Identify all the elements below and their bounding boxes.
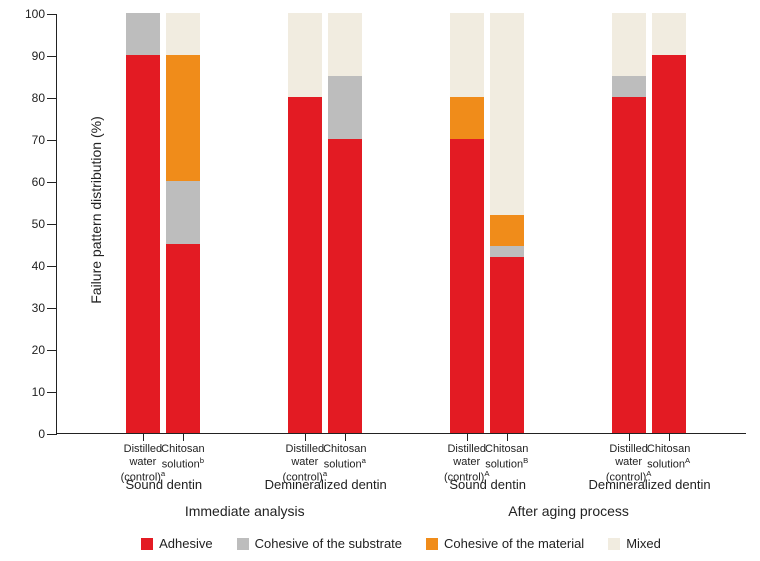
segment-cohesive_material xyxy=(490,215,524,247)
bar-label: Chitosansolutiona xyxy=(312,443,378,472)
legend-label: Adhesive xyxy=(159,536,212,551)
stacked-bar: Chitosansolutiona xyxy=(328,13,362,433)
segment-cohesive_substrate xyxy=(612,76,646,97)
legend-label: Cohesive of the substrate xyxy=(255,536,402,551)
segment-cohesive_substrate xyxy=(126,13,160,55)
segment-adhesive xyxy=(612,97,646,433)
legend: Adhesive Cohesive of the substrate Cohesiv… xyxy=(56,536,746,551)
bar-label: Chitosansolutionb xyxy=(150,443,216,472)
legend-item-mixed: Mixed xyxy=(608,536,661,551)
y-tick-label: 70 xyxy=(32,133,57,147)
x-tick xyxy=(345,433,346,441)
plot-area: 0102030405060708090100Distilled water (c… xyxy=(56,14,746,434)
x-tick xyxy=(467,433,468,441)
bar-pair: Distilled water (control)aChitosansoluti… xyxy=(126,13,200,433)
group-label: Sound dentin xyxy=(125,477,202,492)
legend-swatch xyxy=(608,538,620,550)
segment-mixed xyxy=(166,13,200,55)
y-tick-label: 30 xyxy=(32,301,57,315)
bar-label: ChitosansolutionA xyxy=(636,443,702,472)
legend-label: Mixed xyxy=(626,536,661,551)
legend-swatch xyxy=(237,538,249,550)
segment-adhesive xyxy=(126,55,160,433)
segment-cohesive_substrate xyxy=(490,246,524,257)
bar-pair: Distilled water (control)aChitosansoluti… xyxy=(288,13,362,433)
group-label: Sound dentin xyxy=(449,477,526,492)
stacked-bar: ChitosansolutionA xyxy=(652,13,686,433)
y-tick-label: 60 xyxy=(32,175,57,189)
segment-adhesive xyxy=(328,139,362,433)
legend-swatch xyxy=(426,538,438,550)
segment-mixed xyxy=(652,13,686,55)
analysis-label: Immediate analysis xyxy=(185,503,305,519)
segment-mixed xyxy=(328,13,362,76)
segment-adhesive xyxy=(288,97,322,433)
legend-swatch xyxy=(141,538,153,550)
y-tick-label: 40 xyxy=(32,259,57,273)
segment-cohesive_substrate xyxy=(166,181,200,244)
bar-pair: Distilled water (control)AChitosansoluti… xyxy=(612,13,686,433)
segment-adhesive xyxy=(450,139,484,433)
stacked-bar: Distilled water (control)a xyxy=(126,13,160,433)
x-tick xyxy=(507,433,508,441)
bar-label: ChitosansolutionB xyxy=(474,443,540,472)
segment-mixed xyxy=(450,13,484,97)
legend-item-cohesive_substrate: Cohesive of the substrate xyxy=(237,536,402,551)
stacked-bar: ChitosansolutionB xyxy=(490,13,524,433)
y-tick-label: 100 xyxy=(25,7,57,21)
y-tick-label: 90 xyxy=(32,49,57,63)
segment-mixed xyxy=(490,13,524,215)
x-tick xyxy=(305,433,306,441)
y-tick-label: 0 xyxy=(38,427,57,441)
legend-label: Cohesive of the material xyxy=(444,536,584,551)
segment-cohesive_substrate xyxy=(328,76,362,139)
y-tick-label: 20 xyxy=(32,343,57,357)
stacked-bar: Chitosansolutionb xyxy=(166,13,200,433)
x-tick xyxy=(629,433,630,441)
analysis-label: After aging process xyxy=(508,503,629,519)
x-tick xyxy=(183,433,184,441)
segment-adhesive xyxy=(490,257,524,433)
stacked-bar: Distilled water (control)A xyxy=(450,13,484,433)
y-tick-label: 50 xyxy=(32,217,57,231)
group-label: Demineralized dentin xyxy=(588,477,710,492)
segment-cohesive_material xyxy=(450,97,484,139)
stacked-bar: Distilled water (control)a xyxy=(288,13,322,433)
stacked-bar: Distilled water (control)A xyxy=(612,13,646,433)
failure-pattern-chart: Failure pattern distribution (%) 0102030… xyxy=(0,0,760,561)
legend-item-cohesive_material: Cohesive of the material xyxy=(426,536,584,551)
y-tick-label: 80 xyxy=(32,91,57,105)
segment-mixed xyxy=(612,13,646,76)
group-label: Demineralized dentin xyxy=(265,477,387,492)
segment-cohesive_material xyxy=(166,55,200,181)
segment-adhesive xyxy=(652,55,686,433)
x-tick xyxy=(143,433,144,441)
segment-adhesive xyxy=(166,244,200,433)
bar-pair: Distilled water (control)AChitosansoluti… xyxy=(450,13,524,433)
y-tick-label: 10 xyxy=(32,385,57,399)
legend-item-adhesive: Adhesive xyxy=(141,536,212,551)
segment-mixed xyxy=(288,13,322,97)
x-tick xyxy=(669,433,670,441)
